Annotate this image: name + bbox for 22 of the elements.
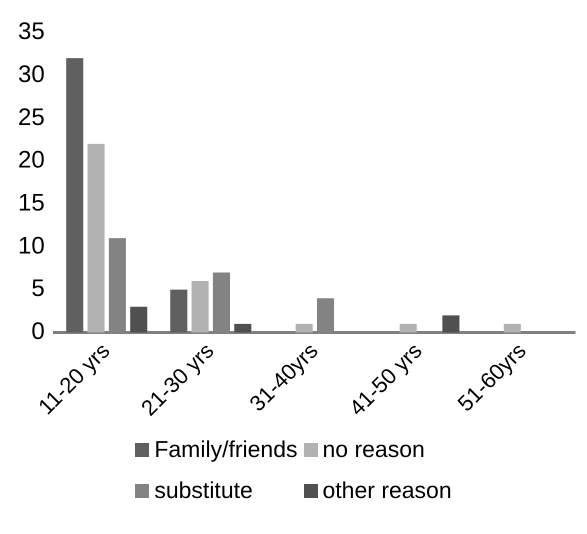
y-tick-label: 35 [18,18,45,46]
bar [442,315,460,332]
y-tick-label: 5 [31,275,45,302]
legend-label: Family/friends [154,436,298,463]
legend-label: no reason [322,436,425,463]
y-tick-label: 25 [18,104,45,131]
y-tick-label: 0 [31,318,45,346]
bar [296,324,313,332]
y-tick-label: 10 [18,232,45,260]
bar [192,281,209,332]
bar [130,306,148,332]
bar [504,324,521,332]
bar [234,324,252,332]
y-tick-label: 30 [18,60,45,88]
legend-label: substitute [154,477,253,504]
bar [66,58,84,332]
bar [170,290,188,332]
y-tick-label: 15 [18,190,45,217]
bar [88,144,105,332]
y-tick-label: 20 [18,146,45,174]
bar [400,324,417,332]
legend-label: other reason [322,477,452,504]
